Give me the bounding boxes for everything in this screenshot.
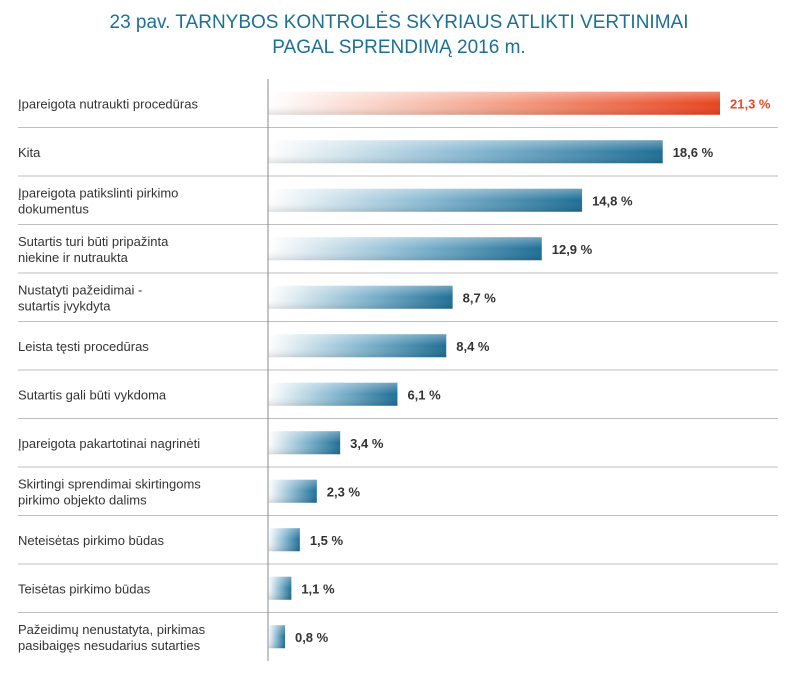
category-label-line: Įpareigota pakartotinai nagrinėti xyxy=(18,436,200,451)
category-label-line: Sutartis turi būti pripažinta xyxy=(18,234,169,249)
value-label: 21,3 % xyxy=(730,96,771,111)
value-label: 2,3 % xyxy=(327,484,361,499)
bar-gloss xyxy=(268,285,453,309)
category-label-line: Įpareigota nutraukti procedūras xyxy=(18,96,198,111)
bar-gloss xyxy=(268,382,398,406)
category-label-line: Neteisėtas pirkimo būdas xyxy=(18,533,164,548)
category-label-line: sutartis įvykdyta xyxy=(18,298,111,313)
bar-gloss xyxy=(268,188,583,212)
category-label-line: Sutartis gali būti vykdoma xyxy=(18,387,167,402)
bar-gloss xyxy=(268,334,447,358)
bar-gloss xyxy=(268,528,300,552)
bar-gloss xyxy=(268,237,542,261)
value-label: 14,8 % xyxy=(592,193,633,208)
category-label-line: Pažeidimų nenustatyta, pirkimas xyxy=(18,622,206,637)
category-label: Teisėtas pirkimo būdas xyxy=(18,581,151,596)
value-label: 12,9 % xyxy=(552,242,593,257)
value-label: 18,6 % xyxy=(673,145,714,160)
category-label-line: Nustatyti pažeidimai - xyxy=(18,282,142,297)
category-label: Sutartis gali būti vykdoma xyxy=(18,387,167,402)
bar-gloss xyxy=(268,576,292,600)
value-label: 0,8 % xyxy=(295,630,329,645)
category-label-line: niekine ir nutraukta xyxy=(18,250,129,265)
bar-gloss xyxy=(268,91,720,115)
category-label: Skirtingi sprendimai skirtingoms pirkimo … xyxy=(18,476,201,507)
category-label: Įpareigota nutraukti procedūras xyxy=(18,96,198,111)
category-label-line: Leista tęsti procedūras xyxy=(18,339,149,354)
chart-title: 23 pav. TARNYBOS KONTROLĖS SKYRIAUS ATLI… xyxy=(0,10,798,60)
category-label-line: dokumentus xyxy=(18,201,89,216)
chart-title-line-2: PAGAL SPRENDIMĄ 2016 m. xyxy=(272,37,526,58)
category-label-line: Teisėtas pirkimo būdas xyxy=(18,581,151,596)
value-label: 1,1 % xyxy=(301,581,335,596)
category-label: Neteisėtas pirkimo būdas xyxy=(18,533,164,548)
bar-gloss xyxy=(268,140,663,164)
category-label-line: pirkimo objekto dalims xyxy=(18,492,147,507)
value-label: 3,4 % xyxy=(350,436,384,451)
value-label: 8,7 % xyxy=(463,290,497,305)
category-label: Kita xyxy=(18,145,41,160)
category-label-line: pasibaigęs nesudarius sutarties xyxy=(18,638,201,653)
category-label: Įpareigota pakartotinai nagrinėti xyxy=(18,436,200,451)
category-label: Leista tęsti procedūras xyxy=(18,339,149,354)
chart-title-line-1: 23 pav. TARNYBOS KONTROLĖS SKYRIAUS ATLI… xyxy=(109,12,689,33)
category-label-line: Įpareigota patikslinti pirkimo xyxy=(18,185,178,200)
bar-gloss xyxy=(268,625,285,649)
category-label: Nustatyti pažeidimai -sutartis įvykdyta xyxy=(18,282,142,313)
row-separators xyxy=(18,127,778,613)
bar-gloss xyxy=(268,479,317,503)
category-labels: Įpareigota nutraukti procedūras Kita Įpare… xyxy=(18,96,206,653)
category-label: Sutartis turi būti pripažinta niekine ir … xyxy=(18,234,169,265)
category-label: Įpareigota patikslinti pirkimo dokumentus xyxy=(18,185,178,216)
category-label-line: Kita xyxy=(18,145,41,160)
value-labels: 21,3 % 18,6 % 14,8 % 12,9 % 8,7 % 8,4 % 6,1 % 3… xyxy=(295,96,771,645)
category-label: Pažeidimų nenustatyta, pirkimas pasibaigę… xyxy=(18,622,206,653)
value-label: 6,1 % xyxy=(407,387,441,402)
category-label-line: Skirtingi sprendimai skirtingoms xyxy=(18,476,201,491)
value-label: 8,4 % xyxy=(456,339,490,354)
bars xyxy=(268,91,720,649)
bar-gloss xyxy=(268,431,341,455)
value-label: 1,5 % xyxy=(310,533,344,548)
